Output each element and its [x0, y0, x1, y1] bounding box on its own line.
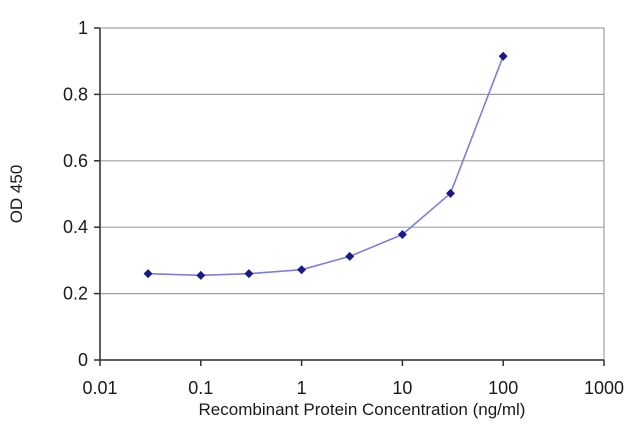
- data-point-marker: [498, 51, 508, 61]
- data-point-marker: [397, 230, 407, 240]
- grid-lines: [100, 93, 604, 295]
- tick-labels: 0 0.2 0.4 0.6 0.8 1 0.01 0.1 1 10 100 1000: [63, 18, 624, 398]
- plot-frame: [99, 27, 605, 361]
- axis-ticks: [94, 27, 605, 366]
- x-tick-label: 0.1: [188, 378, 213, 398]
- series-line: [148, 55, 504, 277]
- data-point-marker: [297, 265, 307, 275]
- series-markers: [143, 51, 508, 280]
- y-tick-label: 0.2: [63, 284, 88, 304]
- data-point-marker: [143, 269, 153, 279]
- x-tick-label: 1000: [584, 378, 624, 398]
- data-point-marker: [345, 251, 355, 261]
- x-tick-label: 0.01: [82, 378, 117, 398]
- x-tick-label: 1: [297, 378, 307, 398]
- y-tick-label: 1: [78, 18, 88, 38]
- y-tick-label: 0.6: [63, 151, 88, 171]
- data-point-marker: [445, 188, 455, 198]
- x-axis-title: Recombinant Protein Concentration (ng/ml…: [199, 400, 526, 419]
- y-tick-label: 0: [78, 350, 88, 370]
- y-axis-title: OD 450: [7, 165, 26, 224]
- data-point-marker: [196, 270, 206, 280]
- y-tick-label: 0.4: [63, 217, 88, 237]
- data-point-marker: [244, 269, 254, 279]
- x-tick-label: 10: [392, 378, 412, 398]
- x-tick-label: 100: [488, 378, 518, 398]
- y-tick-label: 0.8: [63, 84, 88, 104]
